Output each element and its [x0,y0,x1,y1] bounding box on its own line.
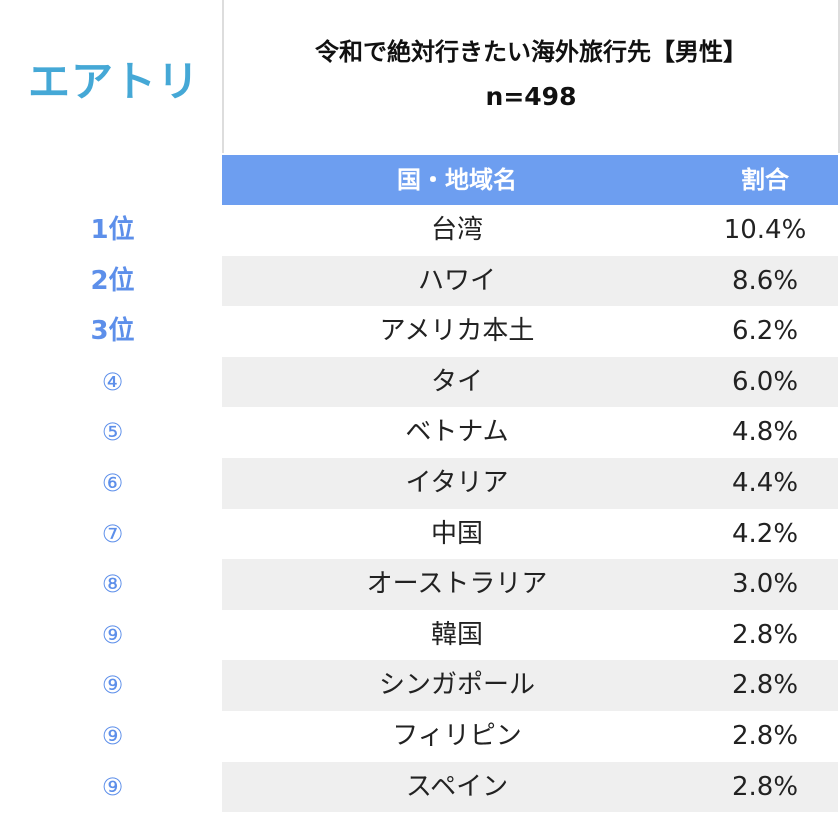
share: 3.0% [731,569,799,600]
rank: 1位 [90,215,135,245]
table-row: 中国 4.2% [222,508,838,560]
destination: フィリピン [392,721,522,751]
table-row: ハワイ 8.6% [222,255,838,307]
rank: ④ [101,367,124,396]
rank: ⑥ [101,469,124,497]
share: 4.2% [731,518,799,549]
rank: ⑨ [101,620,124,649]
share: 4.8% [731,417,799,448]
destination: アメリカ本土 [379,316,535,347]
table-row: タイ 6.0% [222,356,838,408]
share: 6.2% [731,316,799,347]
table-row: 台湾 10.4% [222,205,838,256]
share: 2.8% [731,771,799,802]
rank: ⑨ [101,772,124,801]
table-row: オーストラリア 3.0% [222,559,838,610]
destination: ベトナム [405,417,509,448]
share: 6.0% [731,366,799,397]
share: 8.6% [731,265,799,296]
rank: 2位 [90,265,135,296]
destination: シンガポール [378,670,535,701]
table-row: スペイン 2.8% [222,761,838,813]
destination: ハワイ [417,265,496,296]
table-row: フィリピン 2.8% [222,711,838,762]
share: 4.4% [731,468,799,498]
destination: 台湾 [430,215,483,245]
rank: ⑨ [101,671,124,700]
destination: イタリア [405,468,509,498]
rank: 3位 [90,316,135,347]
logo: エアトリ [28,57,201,106]
destination: オーストラリア [366,569,548,600]
title-box: 令和で絶対行きたい海外旅行先【男性】 n=498 [222,0,840,153]
rank: ⑤ [101,418,124,447]
rank: ⑧ [101,570,124,599]
destination: 韓国 [430,619,483,650]
share: 2.8% [731,670,799,701]
column-header: 割合 [692,155,838,205]
table-row: シンガポール 2.8% [222,660,838,711]
rank: ⑨ [101,722,124,750]
table-row: ベトナム 4.8% [222,407,838,458]
table-row: イタリア 4.4% [222,458,838,509]
table-row: アメリカ本土 6.2% [222,306,838,357]
column-header: 国・地域名 [222,155,692,205]
title: 令和で絶対行きたい海外旅行先【男性】 [315,38,747,66]
share: 2.8% [731,721,799,751]
destination: 中国 [430,518,483,549]
share: 10.4% [723,215,807,245]
destination: タイ [430,366,483,397]
table-row: 韓国 2.8% [222,609,838,661]
share: 2.8% [731,619,799,650]
destination: スペイン [405,771,509,802]
rank: ⑦ [101,519,124,548]
subtitle: n=498 [485,82,577,111]
